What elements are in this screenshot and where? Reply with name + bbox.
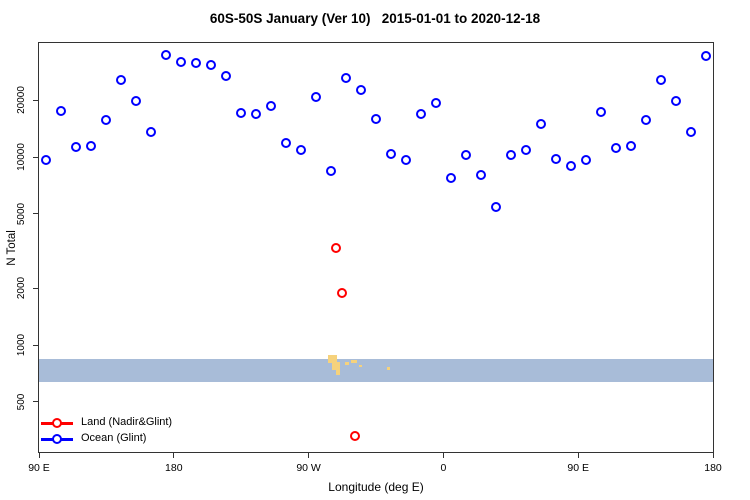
ocean-data-point	[385, 148, 396, 159]
ocean-data-point	[356, 85, 367, 96]
x-tick	[308, 452, 310, 458]
y-tick-label: 10000	[16, 143, 27, 171]
land-data-point	[330, 242, 341, 253]
y-tick-label: 500	[16, 393, 27, 411]
y-tick	[33, 213, 39, 215]
x-tick-label: 0	[440, 462, 447, 474]
ocean-data-point	[131, 95, 142, 106]
ocean-data-point	[116, 74, 127, 85]
x-axis-label: Longitude (deg E)	[328, 480, 424, 494]
ocean-data-point	[445, 173, 456, 184]
ocean-data-point	[565, 160, 576, 171]
ocean-data-point	[475, 170, 486, 181]
ocean-data-point	[326, 166, 337, 177]
land-patch	[351, 360, 357, 363]
y-tick-label: 20000	[16, 86, 27, 115]
ocean-data-point	[595, 106, 606, 117]
legend: Land (Nadir&Glint) Ocean (Glint)	[39, 415, 239, 447]
ocean-data-point	[236, 108, 247, 119]
ocean-data-point	[520, 144, 531, 155]
ocean-data-point	[505, 149, 516, 160]
ocean-data-point	[640, 115, 651, 126]
ocean-data-point	[490, 202, 501, 213]
y-tick	[33, 287, 39, 289]
x-tick-label: 180	[165, 462, 183, 474]
x-tick	[712, 452, 714, 458]
ocean-data-point	[266, 100, 277, 111]
ocean-data-point	[296, 144, 307, 155]
ocean-data-point	[625, 141, 636, 152]
ocean-data-point	[206, 59, 217, 70]
ocean-data-point	[371, 114, 381, 125]
ocean-data-point	[685, 126, 696, 137]
legend-land-label: Land (Nadir&Glint)	[81, 416, 173, 428]
legend-item-ocean: Ocean (Glint)	[39, 431, 239, 447]
ocean-data-point	[41, 155, 52, 166]
land-patch	[332, 362, 340, 370]
legend-land-marker-icon	[52, 418, 62, 428]
chart-title: 60S-50S January (Ver 10) 2015-01-01 to 2…	[209, 11, 541, 26]
ocean-data-point	[86, 141, 97, 152]
ocean-data-point	[56, 105, 67, 116]
ocean-data-point	[460, 149, 471, 160]
ocean-data-point	[101, 115, 112, 126]
land-patch	[345, 362, 349, 365]
land-data-point	[350, 430, 361, 441]
x-tick	[38, 452, 40, 458]
x-tick	[442, 452, 444, 458]
x-tick-label: 180	[704, 462, 722, 474]
ocean-data-point	[311, 91, 322, 102]
x-tick	[173, 452, 175, 458]
y-tick-label: 1000	[16, 333, 27, 357]
ocean-data-point	[281, 137, 292, 148]
y-tick	[33, 401, 39, 403]
ocean-data-point	[415, 109, 426, 120]
plot-area: N Total Longitude (deg E) Land (Nadir&Gl…	[6, 42, 722, 494]
ocean-data-point	[580, 155, 591, 166]
ocean-data-point	[550, 153, 561, 164]
land-patch	[336, 369, 340, 375]
y-tick-label: 2000	[16, 277, 27, 300]
ocean-data-point	[176, 57, 187, 68]
x-tick-label: 90 W	[296, 462, 321, 474]
ocean-data-point	[700, 50, 711, 61]
ocean-data-point	[341, 73, 352, 84]
legend-ocean-marker-icon	[52, 434, 62, 444]
ocean-data-point	[535, 118, 546, 129]
ocean-data-point	[221, 70, 232, 81]
map-band	[39, 359, 713, 382]
land-patch	[359, 365, 362, 367]
land-data-point	[336, 287, 347, 298]
legend-item-land: Land (Nadir&Glint)	[39, 415, 239, 431]
y-tick	[33, 156, 39, 158]
ocean-data-point	[430, 97, 441, 108]
ocean-data-point	[146, 126, 157, 137]
y-tick	[33, 344, 39, 346]
ocean-data-point	[71, 142, 82, 153]
legend-ocean-label: Ocean (Glint)	[81, 432, 147, 444]
ocean-data-point	[655, 74, 666, 85]
ocean-data-point	[400, 155, 411, 166]
y-axis-label: N Total	[6, 229, 18, 266]
y-tick-label: 5000	[16, 202, 27, 225]
ocean-data-point	[161, 49, 172, 60]
land-patch	[328, 355, 337, 363]
y-tick	[33, 99, 39, 101]
ocean-data-point	[251, 109, 262, 120]
ocean-data-point	[191, 58, 202, 69]
x-tick-label: 90 E	[567, 462, 589, 474]
ocean-data-point	[610, 142, 621, 153]
x-tick	[577, 452, 579, 458]
land-patch	[387, 367, 390, 370]
ocean-data-point	[670, 95, 681, 106]
x-tick-label: 90 E	[28, 462, 50, 474]
